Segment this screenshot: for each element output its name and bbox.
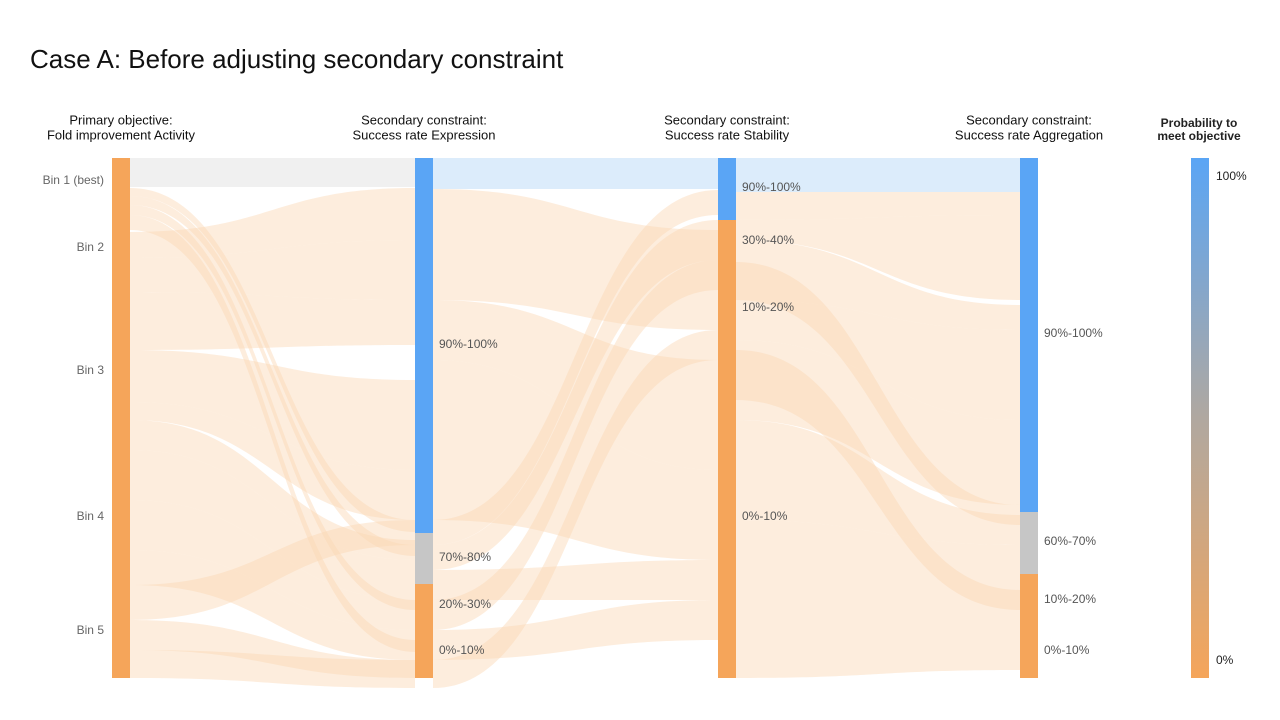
legend-title: Probability to: [1161, 116, 1238, 130]
flow: [433, 600, 718, 660]
node: [415, 158, 433, 533]
node-label: Bin 3: [77, 363, 105, 377]
flow: [736, 262, 1020, 525]
flow: [130, 205, 415, 610]
flow: [433, 190, 718, 545]
node-label: 0%-10%: [439, 643, 485, 657]
flow: [736, 240, 1020, 330]
node: [1020, 158, 1038, 512]
node-label: 90%-100%: [1044, 326, 1103, 340]
flow: [433, 560, 718, 600]
node-label: 90%-100%: [742, 180, 801, 194]
column-header: Secondary constraint:: [361, 112, 487, 127]
node-label: Bin 4: [77, 509, 105, 523]
node: [415, 533, 433, 584]
legend-min: 0%: [1216, 653, 1234, 667]
node: [1020, 574, 1038, 678]
flow: [736, 420, 1020, 545]
node: [415, 584, 433, 678]
flow: [130, 188, 415, 258]
legend-bar: [1191, 158, 1209, 678]
legend-title: meet objective: [1157, 129, 1241, 143]
flow: [130, 550, 415, 660]
node-label: 10%-20%: [1044, 592, 1096, 606]
flow: [433, 330, 718, 688]
flow: [736, 350, 1020, 610]
node-label: 20%-30%: [439, 597, 491, 611]
column-header: Primary objective:: [69, 112, 172, 127]
flow: [130, 420, 415, 560]
node-label: 10%-20%: [742, 300, 794, 314]
legend-max: 100%: [1216, 169, 1247, 183]
flow: [130, 240, 415, 300]
column-header: Fold improvement Activity: [47, 127, 196, 142]
flow: [130, 158, 415, 187]
column-header: Secondary constraint:: [664, 112, 790, 127]
title: Case A: Before adjusting secondary const…: [30, 44, 564, 74]
flow: [433, 300, 718, 470]
flow: [433, 260, 718, 630]
flow: [736, 340, 1020, 505]
flow: [736, 520, 1020, 560]
flow: [130, 188, 415, 532]
node: [112, 158, 130, 678]
flow: [130, 196, 415, 556]
columns: Primary objective:Fold improvement Activ…: [43, 112, 1103, 678]
flow: [736, 560, 1020, 600]
column-header: Secondary constraint:: [966, 112, 1092, 127]
flows: [130, 158, 1020, 688]
flow: [130, 292, 415, 350]
column-header: Success rate Expression: [352, 127, 495, 142]
flow: [736, 640, 1020, 678]
flow: [130, 500, 415, 630]
flow: [736, 192, 1020, 220]
flow: [433, 189, 718, 330]
column-header: Success rate Stability: [665, 127, 790, 142]
flow: [130, 402, 415, 520]
flow: [130, 215, 415, 652]
node-label: Bin 5: [77, 623, 105, 637]
node-label: 0%-10%: [1044, 643, 1090, 657]
flow: [130, 520, 415, 620]
flow: [130, 650, 415, 688]
flow: [433, 158, 718, 189]
node-label: 60%-70%: [1044, 534, 1096, 548]
column-header: Success rate Aggregation: [955, 127, 1103, 142]
node-label: Bin 2: [77, 240, 105, 254]
node: [718, 158, 736, 220]
node-label: 70%-80%: [439, 550, 491, 564]
flow: [736, 158, 1020, 192]
node: [718, 220, 736, 678]
flow: [736, 600, 1020, 640]
node-label: 30%-40%: [742, 233, 794, 247]
flow: [130, 350, 415, 470]
node-label: 0%-10%: [742, 509, 788, 523]
flow: [130, 450, 415, 600]
node: [1020, 512, 1038, 574]
flow: [736, 300, 1020, 420]
node-label: 90%-100%: [439, 337, 498, 351]
node-label: Bin 1 (best): [43, 173, 104, 187]
flow: [130, 620, 415, 678]
flow: [433, 220, 718, 570]
flow: [433, 360, 718, 560]
flow: [736, 215, 1020, 300]
